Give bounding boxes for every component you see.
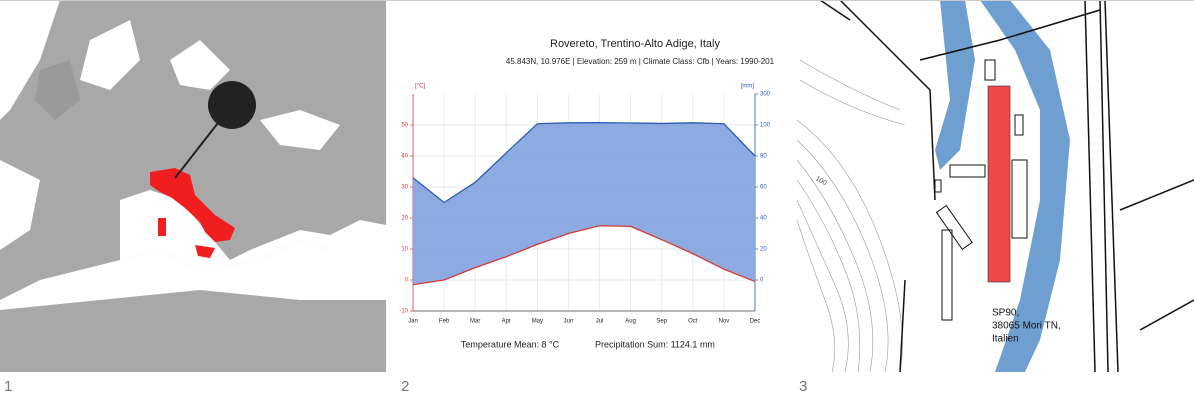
climate-chart: Rovereto, Trentino-Alto Adige, Italy 45.… — [399, 38, 774, 349]
annotation: Temperature Mean: 8 °C — [461, 339, 560, 349]
area — [413, 122, 755, 285]
y2-tick-label: 0 — [760, 278, 764, 284]
x-tick-label: Aug — [625, 319, 636, 325]
x-tick-label: Sep — [656, 319, 667, 325]
x-tick-label: Jun — [564, 319, 574, 325]
annotation: Precipitation Sum: 1124.1 mm — [595, 339, 715, 349]
panel-number: 3 — [799, 378, 807, 395]
y2-tick-label: 100 — [760, 123, 771, 129]
y2-tick-label: 80 — [760, 154, 767, 160]
y-tick-label: 10 — [401, 247, 408, 253]
panel-number: 2 — [401, 378, 409, 395]
address-line: SP90, — [992, 308, 1019, 319]
series-line — [412, 122, 756, 204]
y-tick-label: 50 — [401, 123, 408, 129]
y-tick-label: 0 — [405, 278, 409, 284]
y2-axis-label: [mm] — [741, 84, 755, 90]
contour-label: 100 — [814, 175, 828, 187]
x-tick-label: Jul — [596, 319, 604, 325]
y2-tick-label: 300 — [760, 92, 771, 98]
europe-map — [0, 0, 386, 372]
x-tick-label: May — [532, 319, 543, 325]
y-tick-label: 40 — [401, 154, 408, 160]
x-tick-label: Feb — [439, 319, 450, 325]
x-tick-label: Apr — [502, 319, 511, 325]
site-map: 100 SP90, 38065 Mori TN, Italien — [796, 0, 1194, 373]
x-tick-label: Nov — [719, 319, 730, 325]
address-line: 38065 Mori TN, — [992, 321, 1061, 332]
y-tick-label: 20 — [401, 216, 408, 222]
y-axis-label: [°C] — [415, 84, 425, 90]
x-tick-label: Dec — [750, 319, 761, 325]
x-tick-label: Jan — [408, 319, 418, 325]
address-line: Italien — [992, 334, 1019, 345]
y2-tick-label: 20 — [760, 247, 767, 253]
x-tick-label: Oct — [688, 319, 698, 325]
panel-number: 1 — [4, 378, 12, 395]
series-line — [412, 225, 756, 286]
y2-tick-label: 40 — [760, 216, 767, 222]
x-tick-label: Mar — [470, 319, 480, 325]
y2-tick-label: 60 — [760, 185, 767, 191]
chart-subtitle: 45.843N, 10.976E | Elevation: 259 m | Cl… — [506, 57, 775, 66]
y-tick-label: 30 — [401, 185, 408, 191]
chart-title: Rovereto, Trentino-Alto Adige, Italy — [550, 38, 720, 50]
y-tick-label: -10 — [399, 309, 408, 315]
